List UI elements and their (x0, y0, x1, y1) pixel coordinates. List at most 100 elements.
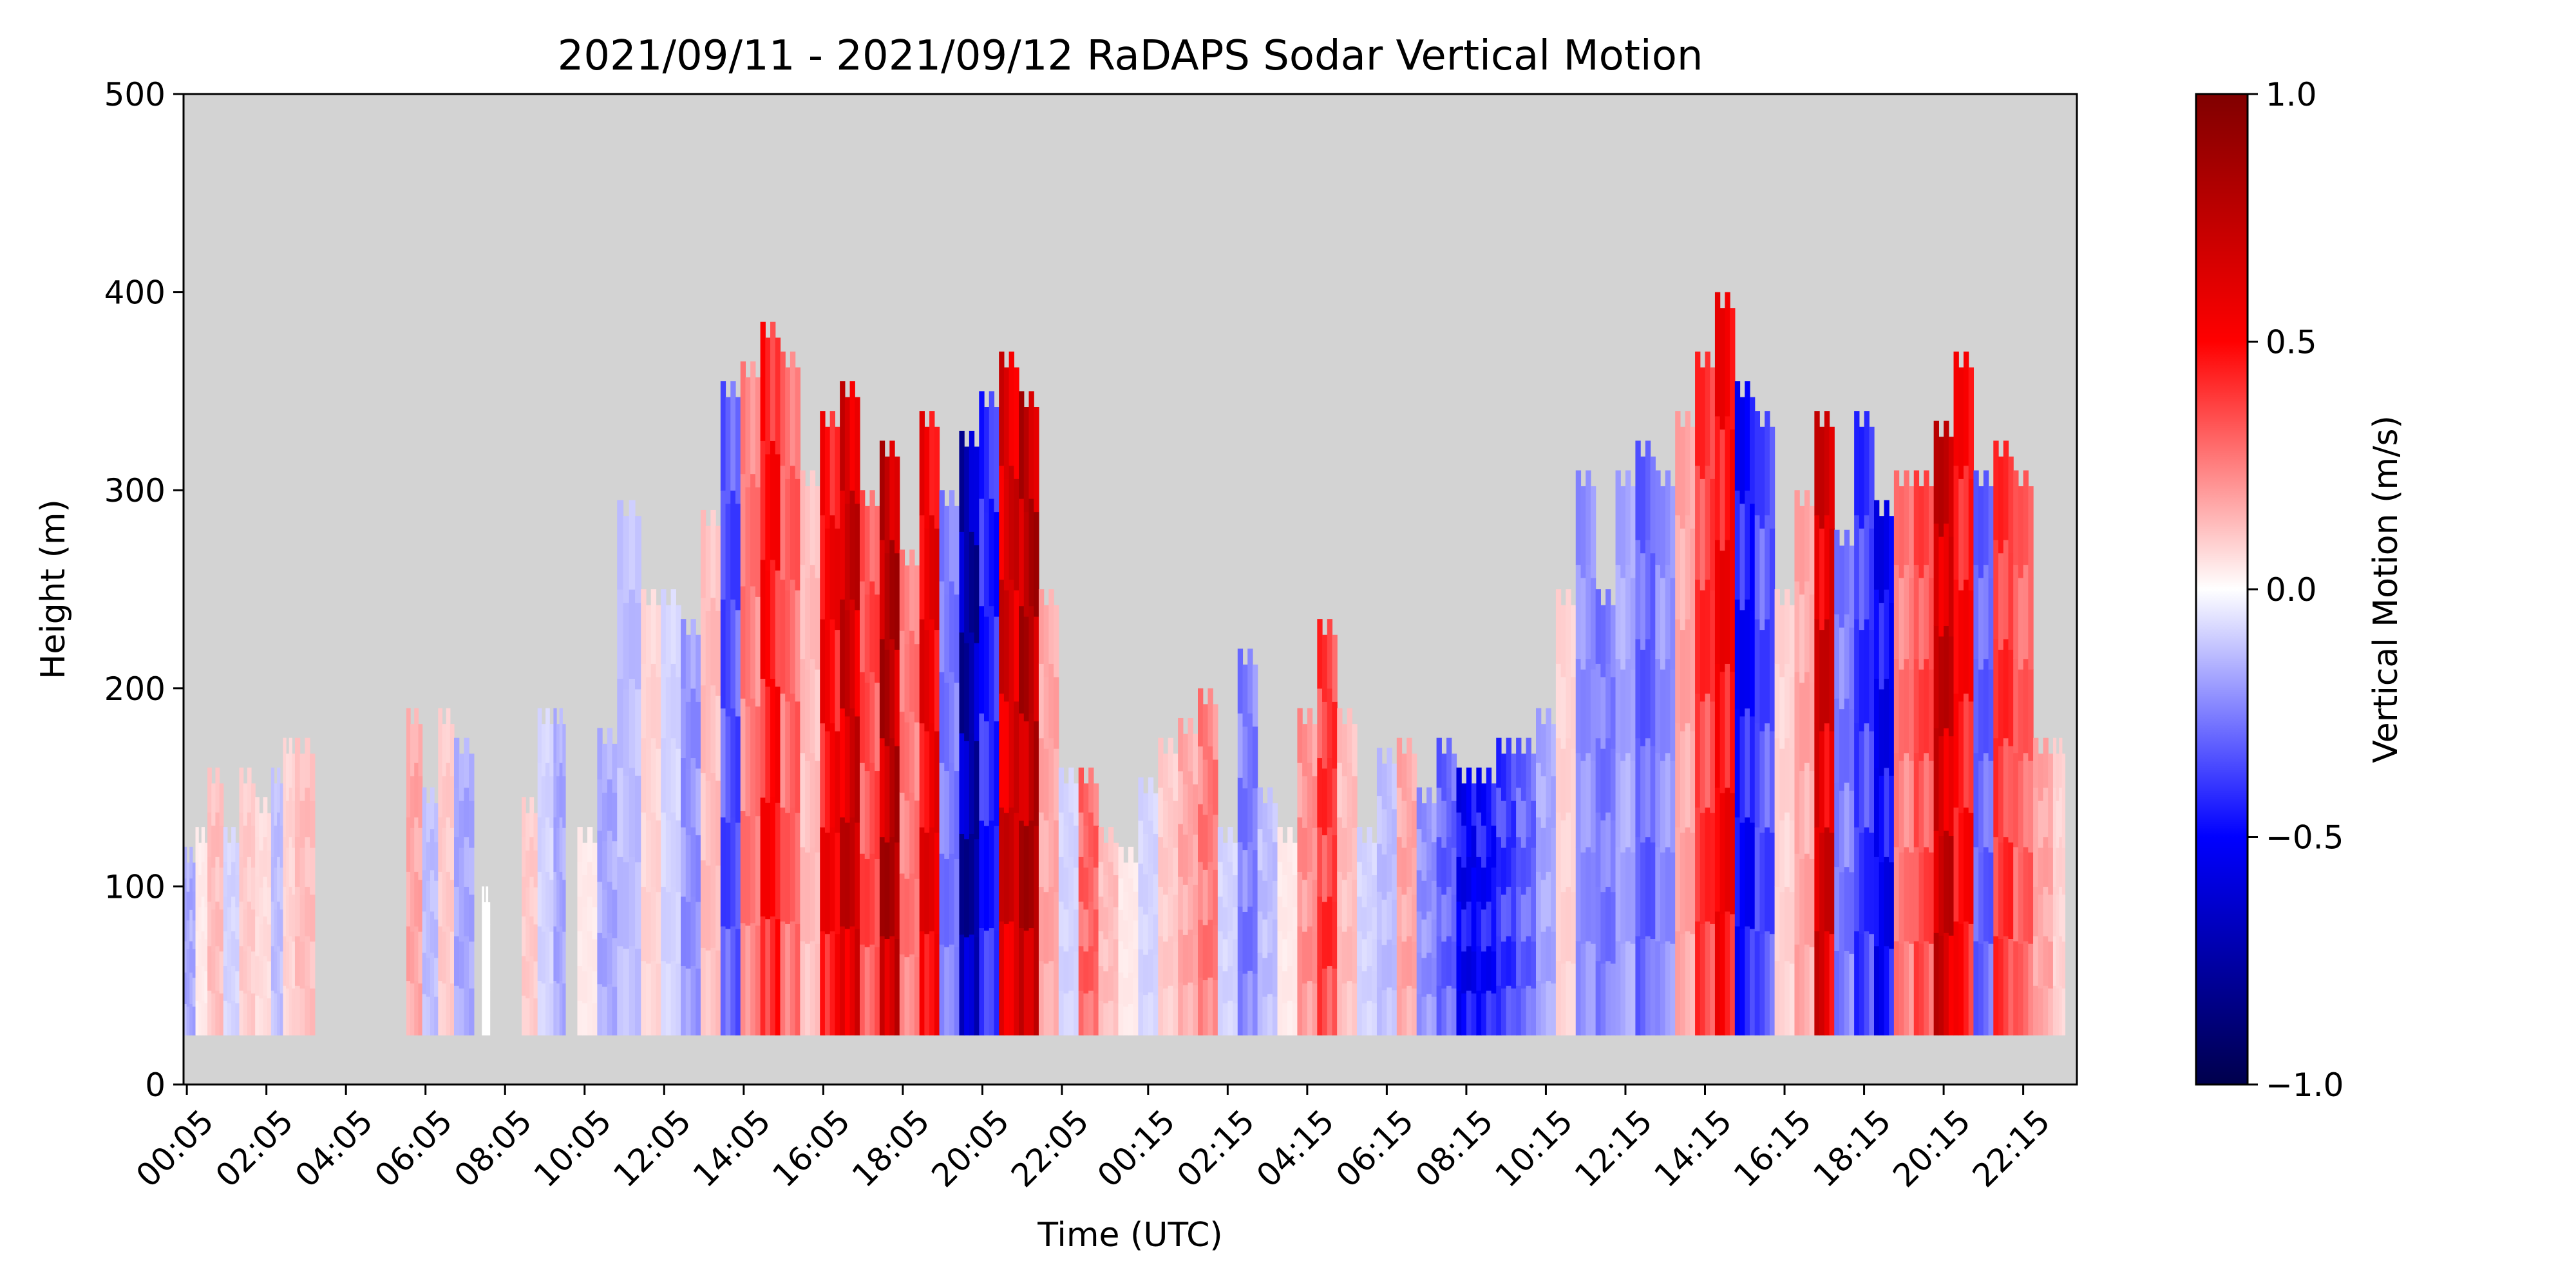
heatmap-cell (1973, 470, 1979, 565)
heatmap-cell (1093, 909, 1099, 952)
heatmap-cell (1590, 852, 1596, 944)
heatmap-cell (1357, 965, 1363, 1001)
heatmap-cell (770, 440, 776, 560)
heatmap-cell (488, 1012, 491, 1036)
heatmap-cell (1765, 619, 1770, 724)
heatmap-cell (1719, 429, 1725, 551)
heatmap-cell (406, 708, 411, 763)
heatmap-cell (1158, 936, 1164, 986)
heatmap-cell (929, 411, 935, 516)
heatmap-cell (1933, 421, 1939, 524)
heatmap-cell (215, 945, 220, 991)
heatmap-cell (869, 944, 875, 1036)
heatmap-cell (1794, 490, 1800, 582)
heatmap-cell (650, 812, 657, 887)
heatmap-cell (1730, 550, 1736, 672)
heatmap-cell (1058, 945, 1065, 991)
heatmap-cell (1948, 735, 1955, 837)
heatmap-cell (2043, 787, 2049, 838)
heatmap-cell (745, 706, 751, 817)
heatmap-cell (430, 787, 435, 829)
heatmap-cell (231, 896, 236, 932)
heatmap-cell (1128, 940, 1134, 973)
heatmap-cell (840, 490, 846, 600)
heatmap-cell (486, 1010, 489, 1036)
heatmap-cell (879, 540, 886, 639)
heatmap-cell (1277, 861, 1283, 897)
heatmap-cell (267, 998, 272, 1036)
heatmap-cell (1093, 951, 1099, 994)
heatmap-cell (1098, 861, 1104, 897)
heatmap-cell (656, 891, 661, 964)
heatmap-cell (1252, 664, 1258, 727)
heatmap-cell (562, 828, 566, 880)
heatmap-cell (1078, 990, 1084, 1036)
heatmap-cell (785, 590, 791, 702)
heatmap-cell (1899, 669, 1904, 761)
heatmap-cell (904, 800, 910, 879)
heatmap-cell (670, 812, 676, 887)
heatmap-cell (1635, 737, 1641, 838)
heatmap-cell (696, 768, 701, 836)
heatmap-cell (1690, 426, 1696, 529)
heatmap-cell (939, 944, 945, 1036)
heatmap-cell (1566, 886, 1571, 961)
heatmap-cell (810, 658, 816, 753)
heatmap-cell (263, 995, 268, 1036)
heatmap-cell (1864, 931, 1870, 1036)
heatmap-cell (1406, 837, 1412, 887)
heatmap-cell (2033, 737, 2039, 788)
heatmap-cell (215, 857, 220, 902)
heatmap-cell (541, 724, 546, 777)
heatmap-cell (251, 867, 256, 910)
heatmap-cell (730, 708, 736, 818)
heatmap-cell (1123, 862, 1129, 892)
heatmap-cell (1650, 456, 1656, 554)
heatmap-cell (227, 842, 232, 876)
heatmap-cell (617, 945, 624, 1036)
heatmap-cell (1182, 985, 1189, 1036)
heatmap-cell (1322, 701, 1328, 769)
heatmap-cell (1396, 837, 1403, 887)
heatmap-cell (984, 721, 990, 826)
heatmap-cell (1625, 658, 1631, 753)
heatmap-cell (1918, 486, 1924, 578)
heatmap-cell (1600, 820, 1606, 893)
heatmap-cell (810, 470, 816, 565)
heatmap-cells (184, 292, 2066, 1036)
heatmap-cell (1615, 658, 1621, 753)
heatmap-cell (553, 817, 557, 872)
heatmap-cell (1133, 1006, 1139, 1036)
heatmap-cell (1874, 945, 1880, 1036)
heatmap-cell (1272, 958, 1278, 997)
heatmap-cell (1759, 832, 1765, 934)
heatmap-cell (587, 896, 593, 932)
heatmap-cell (215, 767, 220, 813)
heatmap-cell (1874, 857, 1880, 947)
heatmap-cell (450, 983, 455, 1036)
heatmap-cell (1063, 951, 1069, 994)
heatmap-cell (815, 943, 820, 1036)
heatmap-cell (1590, 578, 1596, 670)
heatmap-cell (1352, 931, 1358, 984)
heatmap-cell (189, 972, 193, 1004)
heatmap-cell (1491, 783, 1497, 826)
heatmap-cell (1560, 748, 1566, 820)
heatmap-cell (795, 478, 800, 591)
heatmap-cell (235, 842, 240, 876)
heatmap-cell (1009, 579, 1014, 694)
heatmap-cell (1749, 715, 1756, 823)
heatmap-cell (780, 693, 786, 808)
heatmap-cell (1327, 619, 1333, 689)
heatmap-cell (274, 783, 278, 826)
heatmap-cell (243, 867, 248, 910)
heatmap-cell (785, 812, 791, 924)
heatmap-cell (629, 767, 636, 857)
heatmap-cell (1481, 951, 1487, 994)
heatmap-cell (864, 682, 871, 772)
heatmap-cell (286, 988, 290, 1036)
heatmap-cell (1506, 985, 1511, 1036)
heatmap-cell (824, 832, 831, 934)
heatmap-cell (635, 948, 641, 1036)
heatmap-cell (1327, 896, 1333, 967)
